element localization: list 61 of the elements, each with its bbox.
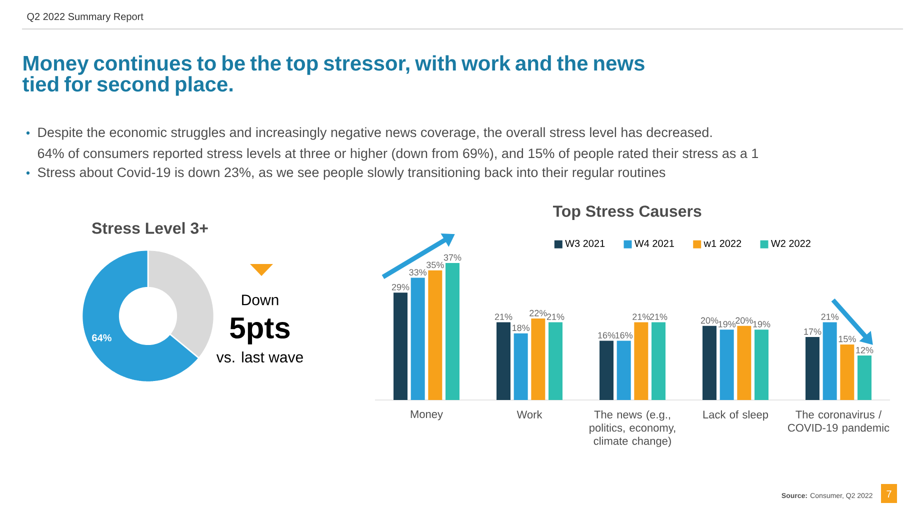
- data-label: 21%: [650, 314, 668, 320]
- legend-label: w1 2022: [704, 240, 742, 247]
- bar: [822, 322, 837, 400]
- data-label: 37%: [444, 254, 462, 261]
- bar: [806, 337, 820, 400]
- text: Money continues to be the top stressor, with work and the news tied for second place.: [22, 55, 644, 96]
- x-tick-label: The coronavirus / COVID-19 pandemic: [788, 410, 890, 434]
- bar: [720, 330, 734, 400]
- x-tick-label: Work: [516, 410, 542, 418]
- data-label: 17%: [804, 328, 822, 335]
- text: vs. last wave: [216, 351, 303, 363]
- data-label: 21%: [494, 314, 512, 320]
- bar: [858, 356, 872, 400]
- legend-label: W2 2022: [770, 240, 810, 247]
- text: 7: [886, 490, 892, 498]
- data-label: 35%: [426, 262, 444, 268]
- data-label: 21%: [632, 314, 650, 320]
- chart-title: Stress Level 3+: [92, 222, 208, 234]
- data-label: 22%: [530, 310, 547, 316]
- data-label: 16%: [616, 332, 633, 338]
- bar: [410, 278, 425, 400]
- text: Down: [242, 294, 278, 306]
- data-label: 33%: [409, 269, 427, 276]
- text: 64% of consumers reported stress levels at three or higher (down from 69%), and 15% of people rated their stress as a 1: [38, 148, 758, 161]
- bar: [754, 330, 769, 400]
- data-label: 18%: [512, 324, 530, 332]
- bar: [531, 318, 546, 400]
- bar: [840, 344, 854, 400]
- x-tick-label: Money: [410, 410, 443, 420]
- x-tick-label: Lack of sleep: [703, 410, 768, 421]
- bar: [600, 340, 614, 400]
- data-label: 19%: [718, 321, 736, 328]
- chart-title: Top Stress Causers: [553, 206, 702, 220]
- data-label: 12%: [856, 346, 874, 354]
- data-label: 19%: [753, 321, 770, 328]
- bar: [548, 322, 563, 400]
- text: 5pts: [230, 318, 290, 344]
- bar: [737, 326, 752, 400]
- text: Stress about Covid-19 is down 23%, as we see people slowly transitioning back into their regular routines: [38, 167, 666, 180]
- bar: [652, 322, 666, 400]
- x-tick-label: The news (e.g., politics, economy, climate change): [590, 410, 676, 448]
- text: Despite the economic struggles and increasingly negative news coverage, the overall stress level has decreased.: [38, 127, 712, 140]
- data-label: 20%: [700, 317, 718, 324]
- legend-label: W4 2021: [634, 240, 674, 247]
- legend-label: W3 2021: [565, 240, 605, 247]
- text: Q2 2022 Summary Report: [27, 13, 144, 22]
- data-label: 64%: [92, 334, 112, 342]
- bar: [394, 292, 408, 400]
- bar: [634, 322, 648, 400]
- bar: [514, 333, 528, 400]
- data-label: 29%: [392, 284, 410, 290]
- bar: [496, 322, 511, 400]
- data-label: 21%: [546, 314, 564, 320]
- data-label: 16%: [598, 332, 616, 338]
- bar: [446, 262, 460, 400]
- data-label: 20%: [736, 317, 753, 324]
- data-label: 21%: [821, 314, 839, 320]
- bar: [616, 340, 631, 400]
- bar: [702, 326, 717, 400]
- bar: [428, 270, 442, 400]
- data-label: 15%: [838, 336, 856, 342]
